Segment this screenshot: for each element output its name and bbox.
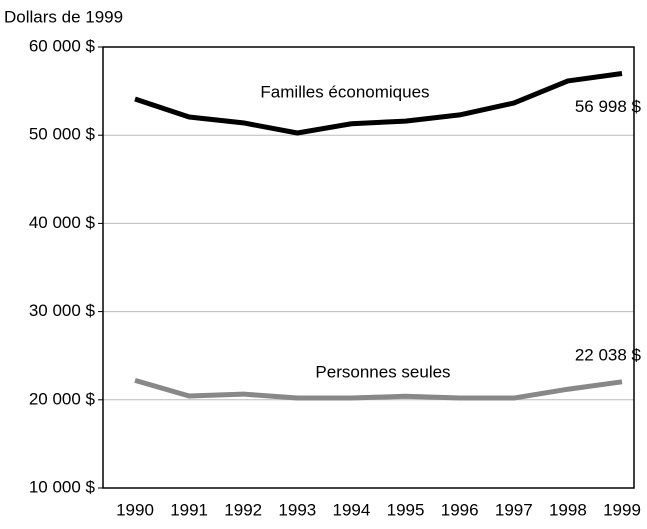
- series-line: [134, 377, 623, 401]
- x-tick-label: 1990: [116, 500, 154, 519]
- x-tick-label: 1993: [278, 500, 316, 519]
- x-tick-label: 1997: [495, 500, 533, 519]
- series-line: [134, 71, 623, 136]
- y-tick-label: 50 000 $: [29, 125, 96, 144]
- plot-frame: [102, 46, 635, 489]
- value-label: 22 038 $: [575, 345, 642, 364]
- x-tick-label: 1992: [224, 500, 262, 519]
- y-tick-label: 10 000 $: [29, 477, 96, 496]
- y-tick-label: 30 000 $: [29, 301, 96, 320]
- value-label: 56 998 $: [575, 97, 642, 116]
- y-tick-label: 20 000 $: [29, 389, 96, 408]
- x-tick-label: 1996: [441, 500, 479, 519]
- x-tick-label: 1994: [333, 500, 371, 519]
- y-tick-label: 60 000 $: [29, 36, 96, 55]
- series-label: Familles économiques: [260, 82, 429, 101]
- y-axis-label: Dollars de 1999: [4, 7, 123, 26]
- x-tick-label: 1999: [603, 500, 641, 519]
- x-tick-label: 1995: [387, 500, 425, 519]
- series-label: Personnes seules: [315, 362, 450, 381]
- x-tick-label: 1998: [549, 500, 587, 519]
- y-tick-label: 40 000 $: [29, 213, 96, 232]
- x-tick-label: 1991: [170, 500, 208, 519]
